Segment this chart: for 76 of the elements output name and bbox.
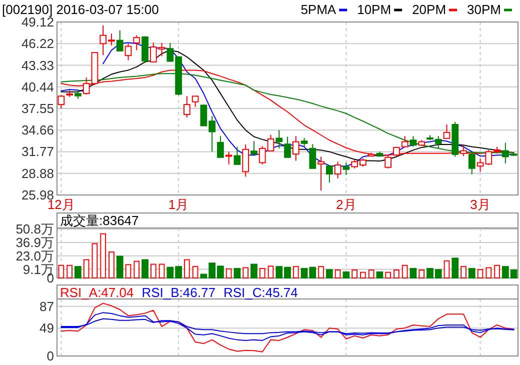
bar — [402, 264, 408, 278]
bar — [234, 268, 241, 278]
bar — [242, 267, 249, 278]
y-tick-label: 87 — [40, 298, 54, 314]
bar — [250, 264, 258, 278]
bar — [158, 264, 165, 278]
y-tick-label: 36.9万 — [16, 235, 54, 250]
bar — [385, 272, 392, 278]
y-tick-label: 34.66 — [21, 122, 54, 138]
text: RSI_C:45.74 — [223, 285, 298, 300]
bar — [66, 264, 73, 278]
legend-label: 20PM — [412, 2, 446, 17]
series-label: RSI_A:47.04 — [60, 285, 134, 300]
bar — [259, 268, 266, 278]
bar — [326, 269, 333, 278]
candlestick — [124, 43, 132, 61]
x-tick-label: 2月 — [336, 197, 356, 212]
x-tick-label: 1月 — [168, 197, 189, 212]
bar — [292, 266, 299, 278]
line-series — [60, 318, 514, 334]
bar — [74, 266, 82, 278]
x-tick-label: 3月 — [470, 197, 490, 212]
y-tick-label: 31.77 — [21, 144, 54, 160]
bar — [360, 272, 366, 278]
bar — [444, 260, 450, 278]
bar — [268, 266, 274, 278]
candlestick — [276, 130, 283, 149]
bar — [468, 268, 476, 278]
candlestick — [292, 136, 300, 162]
y-tick-label: 0 — [46, 348, 54, 364]
y-tick-label: 40.44 — [21, 79, 54, 94]
bar — [108, 252, 114, 278]
bar — [58, 264, 64, 278]
bar — [418, 270, 425, 278]
legend-label: 10PM — [357, 2, 392, 17]
chart-title: 成交量:83647 — [60, 213, 139, 228]
bar — [486, 267, 492, 278]
y-tick-label: 28.88 — [21, 166, 54, 181]
candlestick — [318, 156, 324, 192]
bar — [342, 271, 350, 278]
line-series — [60, 312, 514, 341]
bar — [460, 266, 466, 278]
line-series — [60, 302, 514, 352]
legend-label: 30PM — [467, 2, 501, 17]
bar — [394, 270, 400, 278]
bar — [192, 266, 198, 278]
y-tick-label: 46.22 — [21, 36, 54, 52]
bar — [100, 233, 106, 278]
candlestick — [334, 161, 342, 179]
series-label: RSI_B:46.77 — [142, 285, 216, 300]
y-tick-label: 49 — [40, 320, 54, 336]
bar — [376, 271, 384, 278]
bar — [134, 260, 140, 278]
bar — [150, 264, 156, 278]
bar — [334, 270, 341, 278]
legend-label: 5PMA — [300, 2, 336, 17]
candlestick — [242, 144, 250, 178]
y-tick-label: 37.55 — [21, 101, 54, 116]
bar — [184, 259, 190, 278]
bar — [83, 259, 90, 278]
bar — [125, 264, 132, 278]
bar — [116, 256, 124, 278]
bar — [494, 264, 500, 278]
bar — [368, 270, 374, 278]
bar — [410, 268, 417, 278]
bar — [318, 266, 324, 278]
bar — [452, 258, 459, 278]
y-tick-label: 23.0万 — [16, 248, 54, 264]
bar — [92, 243, 98, 278]
bar — [142, 259, 148, 278]
bar — [226, 268, 232, 278]
bar — [352, 270, 358, 278]
bar — [477, 269, 484, 278]
y-tick-label: 50.8万 — [16, 222, 54, 237]
chart-title: [002190] 2016-03-07 15:00 — [2, 2, 159, 17]
y-tick-label: 43.33 — [21, 58, 54, 73]
